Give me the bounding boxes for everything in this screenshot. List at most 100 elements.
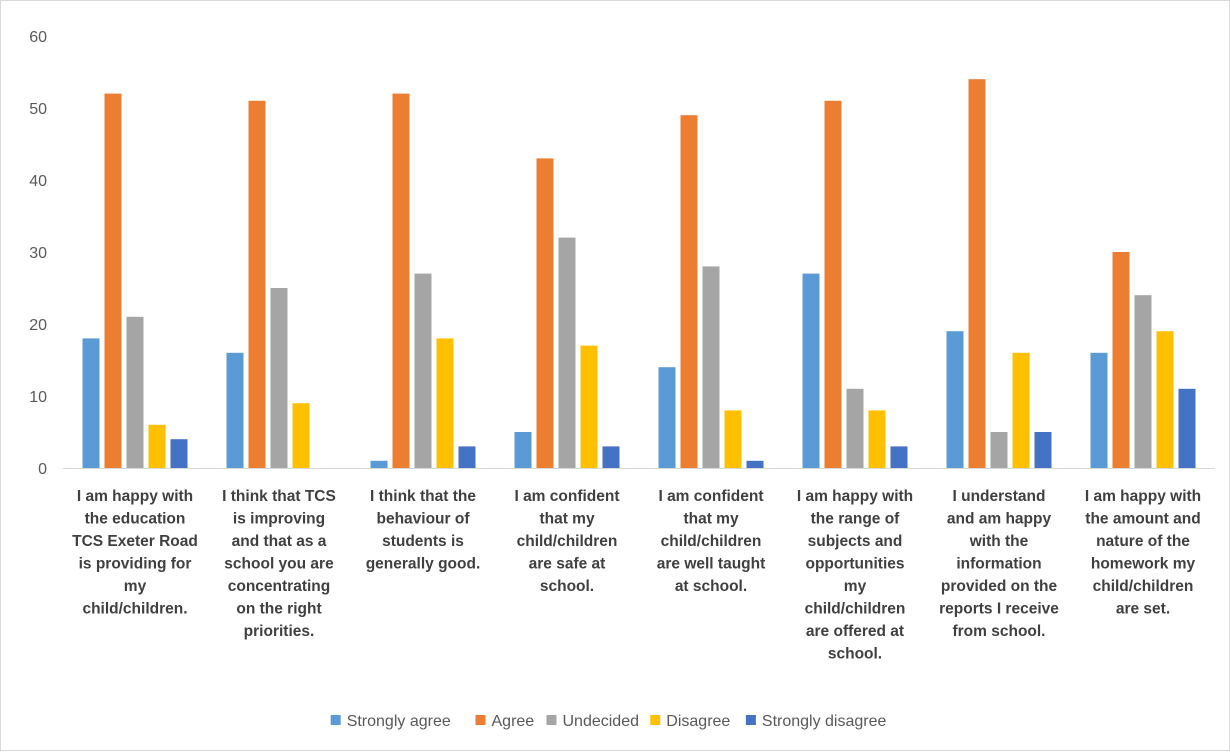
bar xyxy=(846,388,864,468)
category-label: I am confident that my child/children are w… xyxy=(657,488,766,595)
category-label-line: child/children. xyxy=(82,601,187,618)
legend: Strongly agree Agree Undecided Disagree Stro… xyxy=(330,713,887,730)
legend-item: Strongly disagree xyxy=(745,713,887,730)
bar xyxy=(270,288,288,468)
category-label-line: school. xyxy=(828,646,882,663)
bar xyxy=(536,158,554,468)
category-label-line: behaviour of xyxy=(376,511,470,528)
bar xyxy=(968,79,986,468)
bar xyxy=(458,446,476,468)
bar xyxy=(226,352,244,468)
bar xyxy=(602,446,620,468)
y-tick-label: 0 xyxy=(38,461,47,478)
y-tick-label: 10 xyxy=(29,389,47,406)
category-label-line: child/children xyxy=(661,533,762,550)
legend-item: Strongly agree xyxy=(330,713,451,730)
category-label: I think that TCS is improving and that as … xyxy=(222,488,336,640)
bar xyxy=(724,410,742,468)
bar xyxy=(392,93,410,468)
legend-label: Strongly disagree xyxy=(762,713,887,730)
bar xyxy=(148,424,166,468)
category-label-line: concentrating xyxy=(228,578,330,595)
y-tick-label: 50 xyxy=(29,101,47,118)
category-label: I am happy with the education TCS Exeter R… xyxy=(72,488,198,618)
category-label-line: child/children xyxy=(1093,578,1194,595)
legend-swatch xyxy=(650,715,661,725)
category-label-line: is providing for xyxy=(79,556,192,573)
bar xyxy=(1156,331,1174,468)
category-label-line: my xyxy=(844,578,867,595)
legend-swatch xyxy=(745,715,756,725)
legend-label: Agree xyxy=(492,713,535,730)
bar xyxy=(558,237,576,468)
x-axis-labels: I am happy with the education TCS Exeter R… xyxy=(72,488,1201,663)
category-label-line: I am happy with xyxy=(1085,488,1201,505)
category-label-line: are safe at xyxy=(529,556,606,573)
category-label: I think that the behaviour of students is g… xyxy=(366,488,481,573)
category-label-line: school. xyxy=(540,578,594,595)
bar xyxy=(248,100,266,469)
legend-label: Disagree xyxy=(666,713,730,730)
bar xyxy=(126,316,144,468)
category-label: I am happy with the range of subjects and o… xyxy=(797,488,913,663)
category-label-line: students is xyxy=(382,533,464,550)
category-label-line: I am confident xyxy=(514,488,619,505)
bar xyxy=(82,338,100,468)
category-label-line: school you are xyxy=(224,556,334,573)
category-label-line: I am confident xyxy=(658,488,763,505)
category-label-line: from school. xyxy=(952,623,1045,640)
bar xyxy=(170,439,188,468)
bars xyxy=(82,79,1196,469)
y-tick-label: 30 xyxy=(29,245,47,262)
y-axis-ticks: 0 10 20 30 40 50 60 xyxy=(29,29,47,478)
category-label-line: nature of the xyxy=(1096,533,1190,550)
bar xyxy=(1178,388,1196,468)
legend-swatch xyxy=(475,715,486,725)
category-label-line: that my xyxy=(539,511,595,528)
legend-item: Undecided xyxy=(546,713,640,730)
category-label-line: are set. xyxy=(1116,601,1170,618)
category-label-line: priorities. xyxy=(244,623,315,640)
category-label-line: and am happy xyxy=(947,511,1052,528)
legend-label: Strongly agree xyxy=(347,713,451,730)
category-label-line: is improving xyxy=(233,511,325,528)
category-label-line: subjects and xyxy=(808,533,903,550)
category-label-line: I think that the xyxy=(370,488,476,505)
y-tick-label: 40 xyxy=(29,173,47,190)
category-label-line: and that as a xyxy=(232,533,327,550)
y-tick-label: 20 xyxy=(29,317,47,334)
legend-label: Undecided xyxy=(563,713,640,730)
category-label-line: at school. xyxy=(675,578,747,595)
category-label-line: are well taught xyxy=(657,556,766,573)
bar xyxy=(1112,252,1130,468)
bar xyxy=(436,338,454,468)
category-label-line: on the right xyxy=(236,601,321,618)
bar xyxy=(580,345,598,468)
category-label-line: provided on the xyxy=(941,578,1058,595)
category-label-line: information xyxy=(956,556,1041,573)
bar xyxy=(1012,352,1030,468)
bar xyxy=(658,367,676,468)
legend-swatch xyxy=(330,715,341,725)
category-label-line: I think that TCS xyxy=(222,488,336,505)
category-label-line: homework my xyxy=(1091,556,1196,573)
bar xyxy=(292,403,310,468)
bar xyxy=(1034,432,1052,468)
category-label-line: child/children xyxy=(517,533,618,550)
category-label-line: the range of xyxy=(811,511,901,528)
bar xyxy=(702,266,720,468)
legend-item: Agree xyxy=(475,713,535,730)
category-label-line: child/children xyxy=(805,601,906,618)
bar xyxy=(680,115,698,468)
y-tick-label: 60 xyxy=(29,29,47,46)
category-label: I am happy with the amount and nature of t… xyxy=(1085,488,1201,618)
legend-item: Disagree xyxy=(650,713,730,730)
category-label-line: reports I receive xyxy=(939,601,1059,618)
bar xyxy=(824,100,842,469)
bar xyxy=(746,460,764,468)
category-label: I am confident that my child/children are s… xyxy=(514,488,619,595)
category-label-line: generally good. xyxy=(366,556,481,573)
category-label-line: opportunities xyxy=(805,556,904,573)
